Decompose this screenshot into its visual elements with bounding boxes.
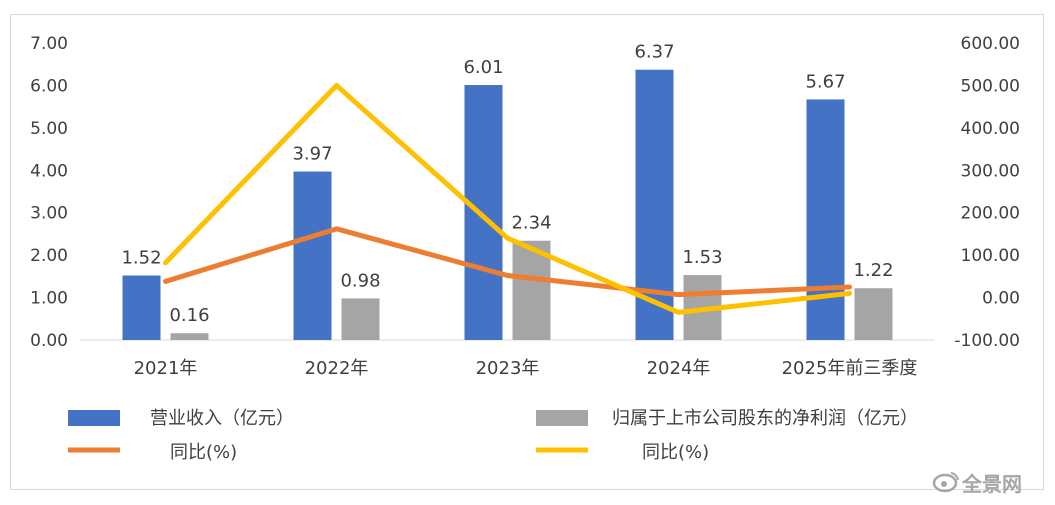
category-label: 2023年 (476, 358, 540, 379)
legend-swatch (536, 410, 588, 426)
line-yoy-2 (163, 82, 852, 315)
right-tick-label: -100.00 (954, 331, 1020, 351)
left-tick-label: 3.00 (30, 204, 68, 224)
legend-label: 同比(%) (170, 442, 237, 463)
lines (163, 82, 852, 315)
category-label: 2021年 (134, 358, 198, 379)
line-yoy-1 (163, 226, 852, 298)
bar-net-profit (854, 288, 893, 340)
bar-revenue (293, 171, 332, 340)
bar-data-label: 3.97 (292, 144, 332, 165)
legend-swatch (68, 410, 120, 426)
legend-item: 营业收入（亿元） (68, 408, 294, 429)
bar-revenue (464, 85, 503, 340)
category-label: 2022年 (305, 358, 369, 379)
bar-data-label: 0.98 (340, 270, 380, 291)
category-label: 2024年 (647, 358, 711, 379)
bar-data-label: 5.67 (805, 71, 845, 92)
legend-label: 同比(%) (642, 442, 709, 463)
bar-data-label: 6.37 (634, 42, 674, 63)
bars (122, 69, 893, 341)
right-axis-ticks: -100.00 0.00 100.00 200.00 300.00 400.00 500.0… (954, 34, 1020, 351)
legend: 营业收入（亿元） 归属于上市公司股东的净利润（亿元） 同比(%) 同比(%) (68, 408, 918, 463)
bar-data-label: 1.53 (682, 247, 722, 268)
right-tick-label: 400.00 (961, 119, 1020, 139)
category-labels: 2021年 2022年 2023年 2024年 2025年前三季度 (134, 358, 918, 379)
bar-revenue (806, 99, 845, 341)
category-label: 2025年前三季度 (782, 358, 918, 379)
legend-item: 同比(%) (68, 442, 237, 463)
left-tick-label: 2.00 (30, 246, 68, 266)
bar-revenue (122, 275, 161, 340)
right-tick-label: 100.00 (961, 246, 1020, 266)
legend-item: 同比(%) (536, 442, 709, 463)
right-tick-label: 500.00 (961, 76, 1020, 96)
data-labels: 1.52 3.97 6.01 6.37 5.67 0.16 0.98 2.34 1.53 1.22 (121, 42, 893, 326)
left-tick-label: 0.00 (30, 331, 68, 351)
right-tick-label: 300.00 (961, 161, 1020, 181)
left-tick-label: 7.00 (30, 34, 68, 54)
right-tick-label: 600.00 (961, 34, 1020, 54)
bar-data-label: 0.16 (169, 305, 209, 326)
left-tick-label: 5.00 (30, 119, 68, 139)
legend-item: 归属于上市公司股东的净利润（亿元） (536, 408, 918, 429)
bar-net-profit (341, 298, 380, 340)
left-tick-label: 4.00 (30, 161, 68, 181)
chart-frame (10, 14, 1044, 490)
left-tick-label: 1.00 (30, 289, 68, 309)
left-axis-ticks: 0.00 1.00 2.00 3.00 4.00 5.00 6.00 7.00 (30, 34, 68, 351)
bar-net-profit (170, 333, 209, 340)
bar-data-label: 1.52 (121, 248, 161, 269)
legend-label: 归属于上市公司股东的净利润（亿元） (612, 408, 918, 429)
right-tick-label: 0.00 (982, 289, 1020, 309)
right-tick-label: 200.00 (961, 204, 1020, 224)
weibo-icon (932, 472, 959, 493)
left-tick-label: 6.00 (30, 76, 68, 96)
watermark-text: 全景网 (961, 472, 1022, 496)
bar-net-profit (512, 240, 551, 340)
bar-data-label: 2.34 (511, 213, 551, 234)
bar-data-label: 1.22 (853, 260, 893, 281)
bar-data-label: 6.01 (463, 57, 503, 78)
watermark: 全景网 (932, 472, 1022, 496)
legend-label: 营业收入（亿元） (150, 408, 294, 429)
